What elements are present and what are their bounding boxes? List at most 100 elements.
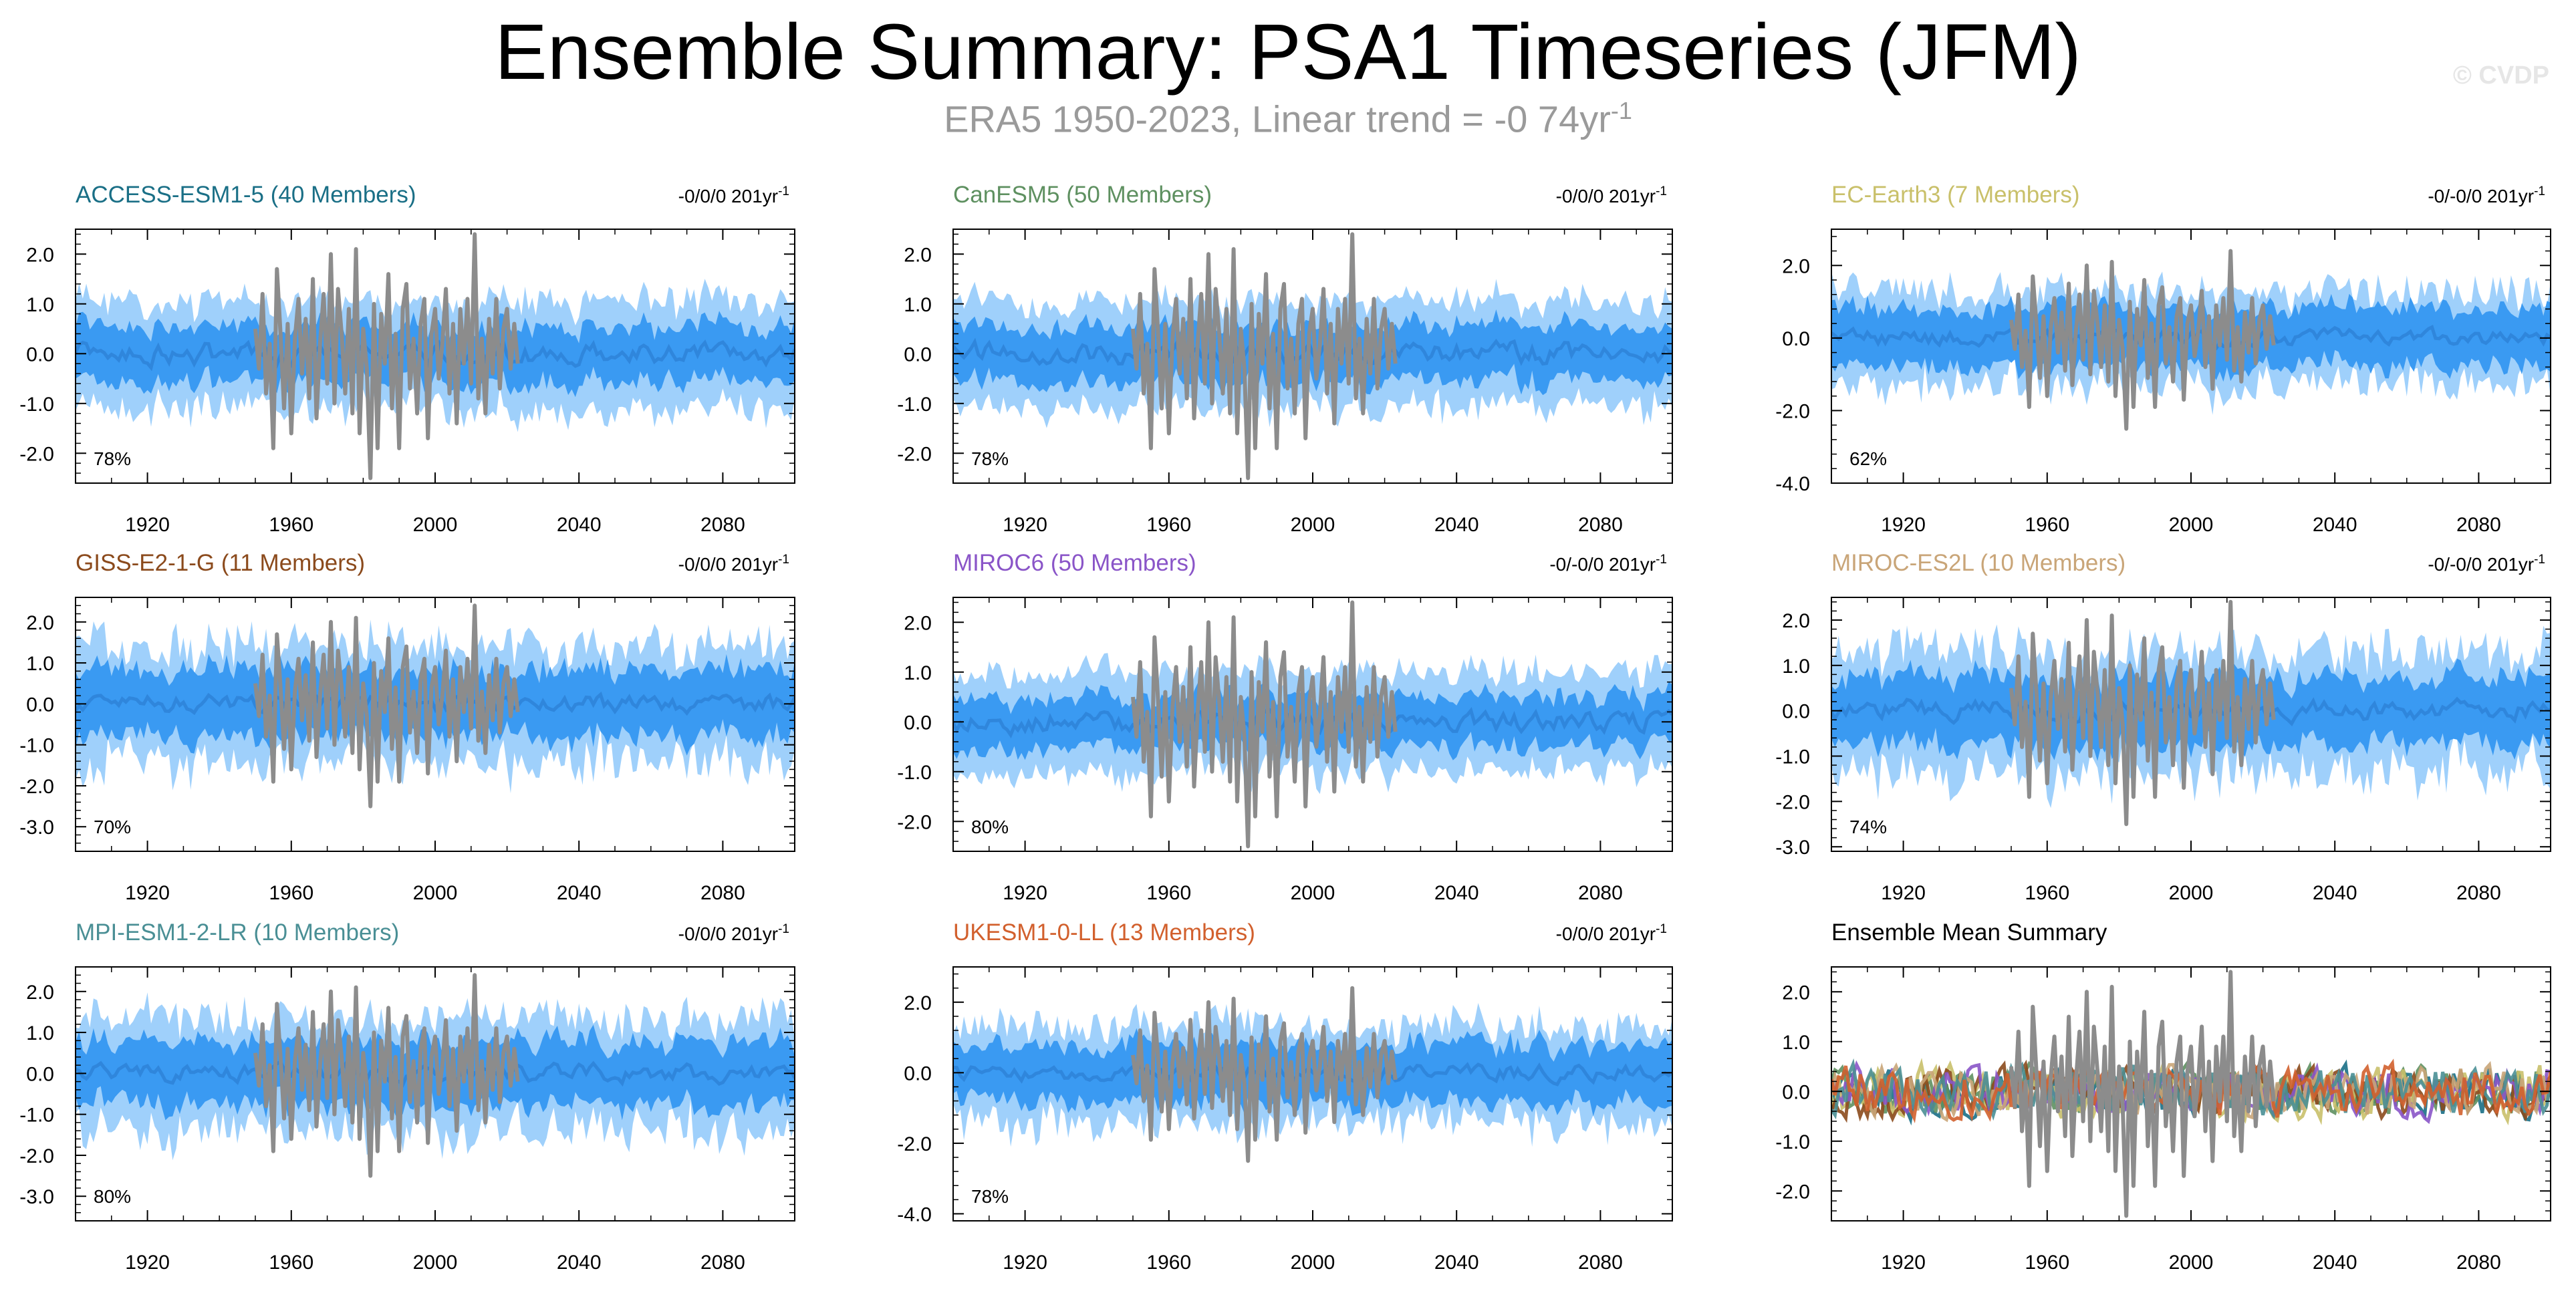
x-tick-label: 1920 <box>1003 882 1047 904</box>
observed-line <box>1131 600 1398 849</box>
inner-band <box>1831 293 2551 382</box>
x-tick-label: 2080 <box>2456 1252 2501 1274</box>
x-tick-label: 2080 <box>700 514 745 536</box>
y-tick-label: 0.0 <box>1782 1081 1810 1103</box>
x-tick-label: 2080 <box>2456 514 2501 536</box>
x-tick-label: 2040 <box>1434 882 1479 904</box>
trend-label: -0/0/0 201yr-1 <box>678 922 789 944</box>
panel-title: MPI-ESM1-2-LR (10 Members) <box>76 919 399 946</box>
y-tick-label: 0.0 <box>1782 328 1810 350</box>
trend-value: -0/-0/0 201yr <box>1549 554 1656 575</box>
x-tick-label: 1920 <box>125 1252 170 1274</box>
plot-area <box>76 603 795 809</box>
figure-title: Ensemble Summary: PSA1 Timeseries (JFM) <box>495 8 2081 96</box>
x-tick-label: 2040 <box>557 1252 602 1274</box>
x-tick-label: 1920 <box>1881 514 1926 536</box>
trend-unit-superscript: -1 <box>2534 553 2545 567</box>
plot-area <box>76 973 795 1178</box>
x-tick-label: 2040 <box>557 514 602 536</box>
y-tick-label: -2.0 <box>1775 791 1810 813</box>
panel-2: 2.0 1.0 0.0 -1.0 -2.0 1920 1960 2000 2040 2080 Can… <box>897 182 1673 536</box>
subtitle-superscript: -1 <box>1610 97 1632 124</box>
y-tick-label: 2.0 <box>26 612 54 634</box>
panel-title: Ensemble Mean Summary <box>1831 919 2107 946</box>
panel-title: UKESM1-0-LL (13 Members) <box>953 919 1255 946</box>
x-tick-label: 2000 <box>1291 1252 1335 1274</box>
y-tick-label: -1.0 <box>1775 1131 1810 1153</box>
y-tick-label: 1.0 <box>1782 656 1810 678</box>
panel-3: 2.0 0.0 -2.0 -4.0 1920 1960 2000 2040 2080 EC-Ear… <box>1775 182 2551 536</box>
percent-label: 78% <box>94 448 131 469</box>
y-tick-label: -2.0 <box>1775 400 1810 422</box>
y-tick-label: -2.0 <box>897 1133 932 1155</box>
x-tick-label: 2080 <box>1578 882 1623 904</box>
x-tick-label: 1960 <box>1146 514 1191 536</box>
observed-line <box>2009 970 2276 1218</box>
percent-label: 80% <box>971 817 1009 837</box>
y-tick-label: 1.0 <box>26 653 54 675</box>
y-tick-label: 0.0 <box>904 343 932 366</box>
panel-9: 2.0 1.0 0.0 -1.0 -2.0 1920 1960 2000 2040 2080 Ens… <box>1775 919 2551 1274</box>
y-tick-label: 0.0 <box>26 1063 54 1085</box>
ensemble-mean-line <box>1831 696 2551 726</box>
x-tick-label: 2000 <box>1291 514 1335 536</box>
plot-area <box>953 600 1672 849</box>
y-tick-label: 2.0 <box>1782 255 1810 277</box>
model-mean-line-5 <box>1831 1060 2551 1125</box>
x-tick-label: 1960 <box>2025 882 2069 904</box>
panel-title: CanESM5 (50 Members) <box>953 182 1212 208</box>
x-tick-label: 1960 <box>2025 1252 2069 1274</box>
x-tick-label: 2000 <box>413 1252 458 1274</box>
y-tick-label: -1.0 <box>897 394 932 416</box>
trend-label: -0/0/0 201yr-1 <box>1556 922 1667 944</box>
plot-area <box>953 986 1672 1163</box>
trend-value: -0/0/0 201yr <box>678 186 778 206</box>
y-tick-label: -2.0 <box>19 776 54 798</box>
plot-area <box>1831 599 2551 827</box>
y-tick-label: -3.0 <box>19 1186 54 1208</box>
y-tick-label: 1.0 <box>26 1022 54 1044</box>
x-tick-label: 2080 <box>1578 1252 1623 1274</box>
ensemble-mean-line <box>953 337 1672 369</box>
figure-subtitle: ERA5 1950-2023, Linear trend = -0 74yr-1 <box>0 97 2576 141</box>
x-tick-label: 1920 <box>125 882 170 904</box>
x-tick-label: 1920 <box>1003 1252 1047 1274</box>
x-tick-label: 2000 <box>2169 882 2214 904</box>
percent-label: 78% <box>971 448 1009 469</box>
x-tick-label: 1960 <box>2025 514 2069 536</box>
panel-title: ACCESS-ESM1-5 (40 Members) <box>76 182 416 208</box>
percent-label: 74% <box>1849 817 1887 837</box>
trend-value: -0/0/0 201yr <box>1556 186 1656 206</box>
trend-label: -0/-0/0 201yr-1 <box>2428 184 2545 206</box>
trend-value: -0/0/0 201yr <box>678 923 778 944</box>
x-tick-label: 2080 <box>1578 514 1623 536</box>
x-tick-label: 2000 <box>2169 514 2214 536</box>
x-tick-label: 2040 <box>1434 514 1479 536</box>
panel-7: 2.0 1.0 0.0 -1.0 -2.0 -3.0 1920 1960 2000 2040 208… <box>19 919 795 1274</box>
y-tick-label: 1.0 <box>904 662 932 684</box>
y-tick-label: 1.0 <box>904 294 932 316</box>
trend-value: -0/-0/0 201yr <box>2428 186 2534 206</box>
x-tick-label: 2040 <box>557 882 602 904</box>
ensemble-mean-line <box>76 691 795 716</box>
y-tick-label: 2.0 <box>1782 982 1810 1004</box>
plot-area <box>1831 970 2551 1218</box>
trend-unit-superscript: -1 <box>778 922 789 936</box>
x-tick-label: 1920 <box>125 514 170 536</box>
plot-area <box>76 232 795 480</box>
y-tick-label: -3.0 <box>19 817 54 839</box>
x-tick-label: 2080 <box>2456 882 2501 904</box>
observed-line <box>253 973 520 1178</box>
y-tick-label: -4.0 <box>1775 473 1810 495</box>
trend-label: -0/0/0 201yr-1 <box>678 184 789 206</box>
ensemble-mean-line <box>953 1060 1672 1087</box>
trend-unit-superscript: -1 <box>2534 184 2545 198</box>
y-tick-label: -1.0 <box>897 762 932 784</box>
percent-label: 80% <box>94 1186 131 1207</box>
y-tick-label: 1.0 <box>26 294 54 316</box>
panel-5: 2.0 1.0 0.0 -1.0 -2.0 1920 1960 2000 2040 2080 MIR… <box>897 550 1673 904</box>
y-tick-label: -1.0 <box>1775 746 1810 768</box>
observed-line <box>1131 986 1398 1163</box>
trend-unit-superscript: -1 <box>1656 184 1667 198</box>
cvdp-watermark: © CVDP <box>2452 61 2549 90</box>
